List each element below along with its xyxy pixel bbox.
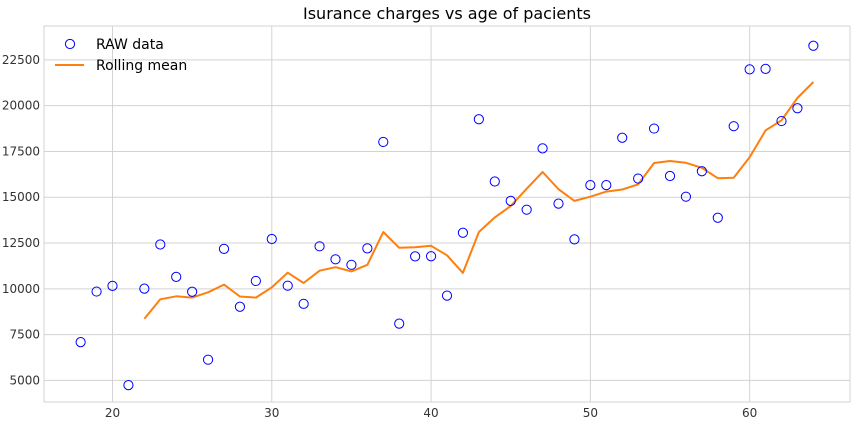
raw-data-point: [266, 233, 277, 245]
axes-frame: [43, 25, 851, 403]
y-tick-label: 7500: [9, 328, 40, 342]
raw-data-point: [489, 176, 500, 187]
raw-data-point: [617, 132, 628, 143]
x-tick-label: 30: [264, 406, 279, 420]
y-tick-label: 22500: [2, 53, 40, 67]
raw-data-point: [139, 283, 150, 294]
y-tick-label: 15000: [2, 190, 40, 204]
chart-title: Isurance charges vs age of pacients: [303, 4, 591, 23]
raw-data-point: [680, 191, 692, 202]
raw-data-point: [537, 143, 548, 154]
raw-data-point: [664, 170, 676, 182]
raw-data-point: [250, 275, 261, 287]
raw-data-point: [362, 243, 373, 254]
x-tick-label: 40: [423, 406, 438, 420]
raw-data-point: [776, 115, 787, 127]
raw-data-point: [792, 103, 803, 114]
raw-data-point: [410, 251, 421, 262]
legend-label-rolling: Rolling mean: [96, 58, 187, 74]
series-layer: [75, 40, 819, 391]
y-tick-label: 5000: [9, 373, 40, 387]
raw-data-point: [171, 271, 182, 283]
y-tick-label: 12500: [2, 236, 40, 250]
raw-data-point: [378, 136, 389, 148]
raw-data-point: [648, 123, 660, 134]
legend: RAW data Rolling mean: [55, 37, 187, 74]
raw-data-point: [553, 198, 564, 209]
raw-data-point: [569, 234, 580, 245]
x-tick-label: 60: [742, 406, 757, 420]
raw-data-point: [457, 227, 469, 238]
raw-data-point: [760, 63, 771, 74]
raw-data-point: [505, 195, 516, 207]
raw-data-point: [91, 286, 102, 297]
raw-data-point: [808, 40, 819, 51]
raw-data-point: [187, 286, 198, 297]
raw-data-point: [696, 166, 707, 177]
raw-data-point: [123, 380, 134, 391]
y-tick-label: 17500: [2, 144, 40, 158]
rolling-mean-line: [143, 81, 815, 320]
x-tick-label: 20: [105, 406, 120, 420]
x-tick-label: 50: [583, 406, 598, 420]
raw-data-point: [744, 64, 755, 75]
raw-data-point: [601, 180, 612, 191]
raw-data-point: [234, 301, 246, 312]
tick-labels: 20 30 40 50 60 5000 7500 10000 12500 15000 17500 20…: [2, 53, 757, 420]
raw-data-point: [346, 259, 357, 270]
raw-data-point: [314, 241, 325, 252]
raw-data-point: [75, 337, 86, 348]
raw-data-point: [425, 251, 437, 262]
y-tick-label: 10000: [2, 282, 40, 296]
grid-layer: [44, 26, 850, 402]
raw-data-point: [473, 114, 484, 125]
raw-data-point: [441, 290, 453, 301]
raw-data-point: [107, 280, 118, 291]
raw-data-point: [633, 173, 644, 184]
raw-data-point: [202, 354, 214, 365]
raw-data-point: [585, 180, 596, 191]
raw-data-point: [282, 280, 293, 291]
raw-data-point: [155, 239, 166, 250]
raw-data-point: [394, 318, 405, 329]
raw-data-point: [298, 298, 309, 309]
legend-label-raw: RAW data: [96, 37, 164, 53]
y-tick-label: 20000: [2, 99, 40, 113]
raw-data-point: [728, 121, 739, 132]
raw-data-point: [712, 212, 723, 223]
legend-marker-raw: [64, 38, 76, 50]
raw-data-point: [330, 254, 341, 265]
raw-data-point: [521, 204, 532, 215]
raw-data-point: [218, 243, 230, 254]
